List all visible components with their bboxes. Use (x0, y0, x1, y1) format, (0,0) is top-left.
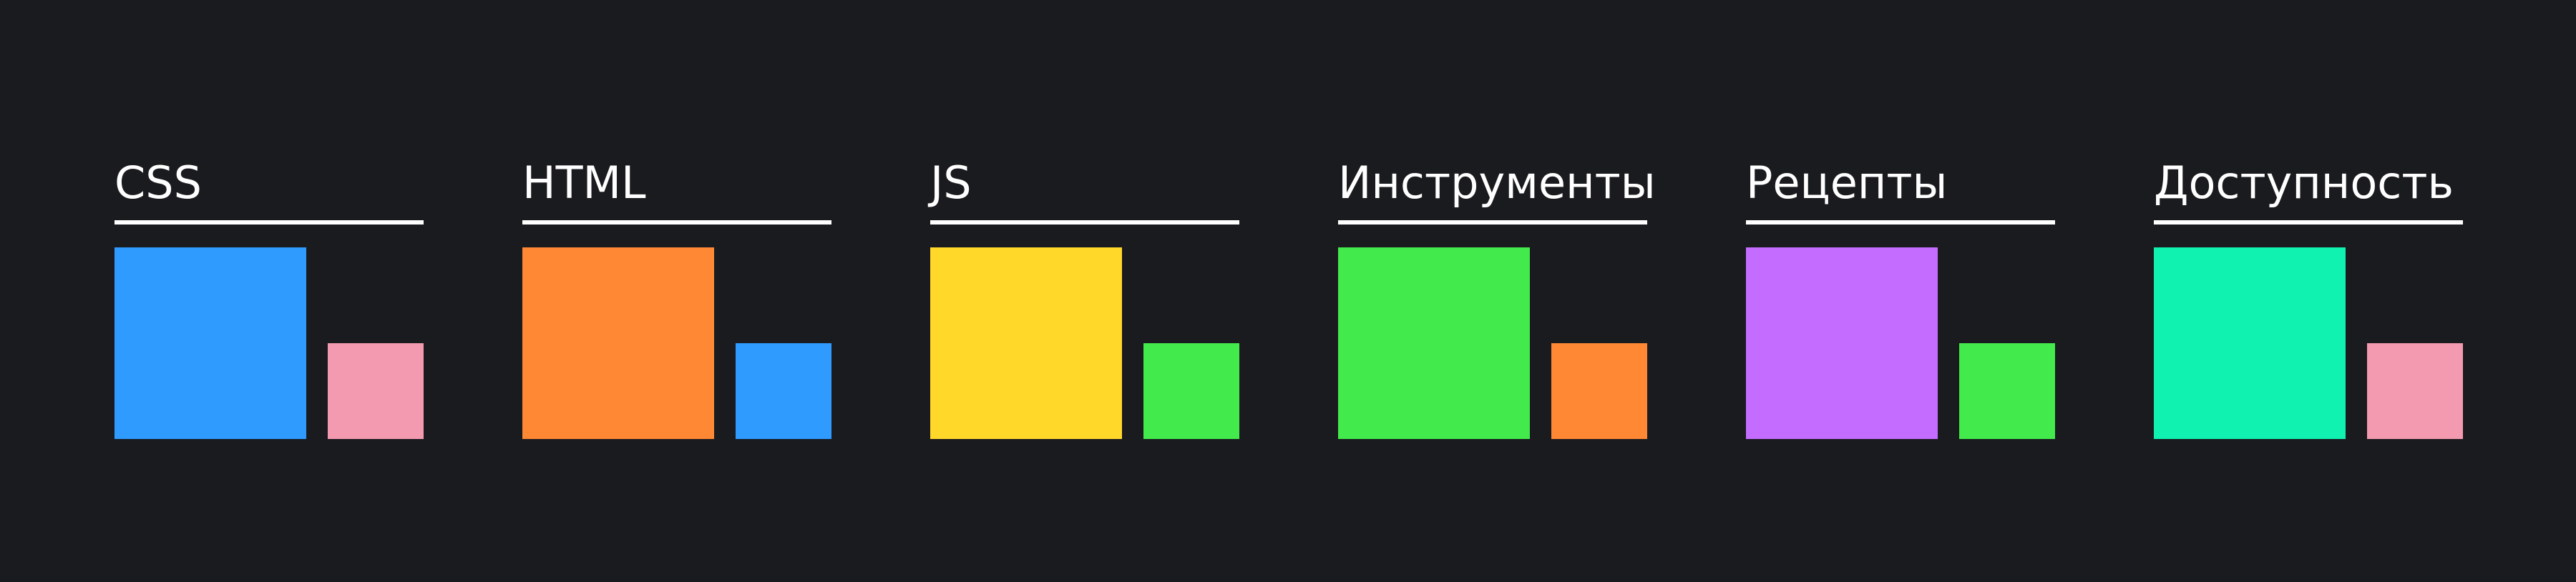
category-title: Рецепты (1746, 157, 1948, 209)
category-title: Доступность (2154, 157, 2454, 209)
secondary-color-swatch (2367, 343, 2463, 439)
category-card-js[interactable]: JS (930, 157, 1239, 440)
category-card-html[interactable]: HTML (522, 157, 831, 440)
primary-color-swatch (1746, 247, 1938, 439)
category-title: CSS (114, 157, 203, 209)
secondary-color-swatch (328, 343, 424, 439)
primary-color-swatch (930, 247, 1122, 439)
primary-color-swatch (522, 247, 714, 439)
secondary-color-swatch (1959, 343, 2055, 439)
title-underline (114, 220, 424, 225)
primary-color-swatch (1338, 247, 1530, 439)
category-card-tools[interactable]: Инструменты (1338, 157, 1656, 440)
secondary-color-swatch (1551, 343, 1647, 439)
category-title: Инструменты (1338, 157, 1656, 209)
category-card-accessibility[interactable]: Доступность (2154, 157, 2463, 440)
category-title: HTML (522, 157, 646, 209)
title-underline (1746, 220, 2055, 225)
title-underline (930, 220, 1239, 225)
secondary-color-swatch (736, 343, 831, 439)
category-title: JS (930, 157, 972, 209)
title-underline (2154, 220, 2463, 225)
secondary-color-swatch (1143, 343, 1239, 439)
category-card-css[interactable]: CSS (114, 157, 424, 440)
primary-color-swatch (2154, 247, 2346, 439)
category-card-recipes[interactable]: Рецепты (1746, 157, 2055, 440)
primary-color-swatch (114, 247, 306, 439)
title-underline (1338, 220, 1647, 225)
title-underline (522, 220, 831, 225)
